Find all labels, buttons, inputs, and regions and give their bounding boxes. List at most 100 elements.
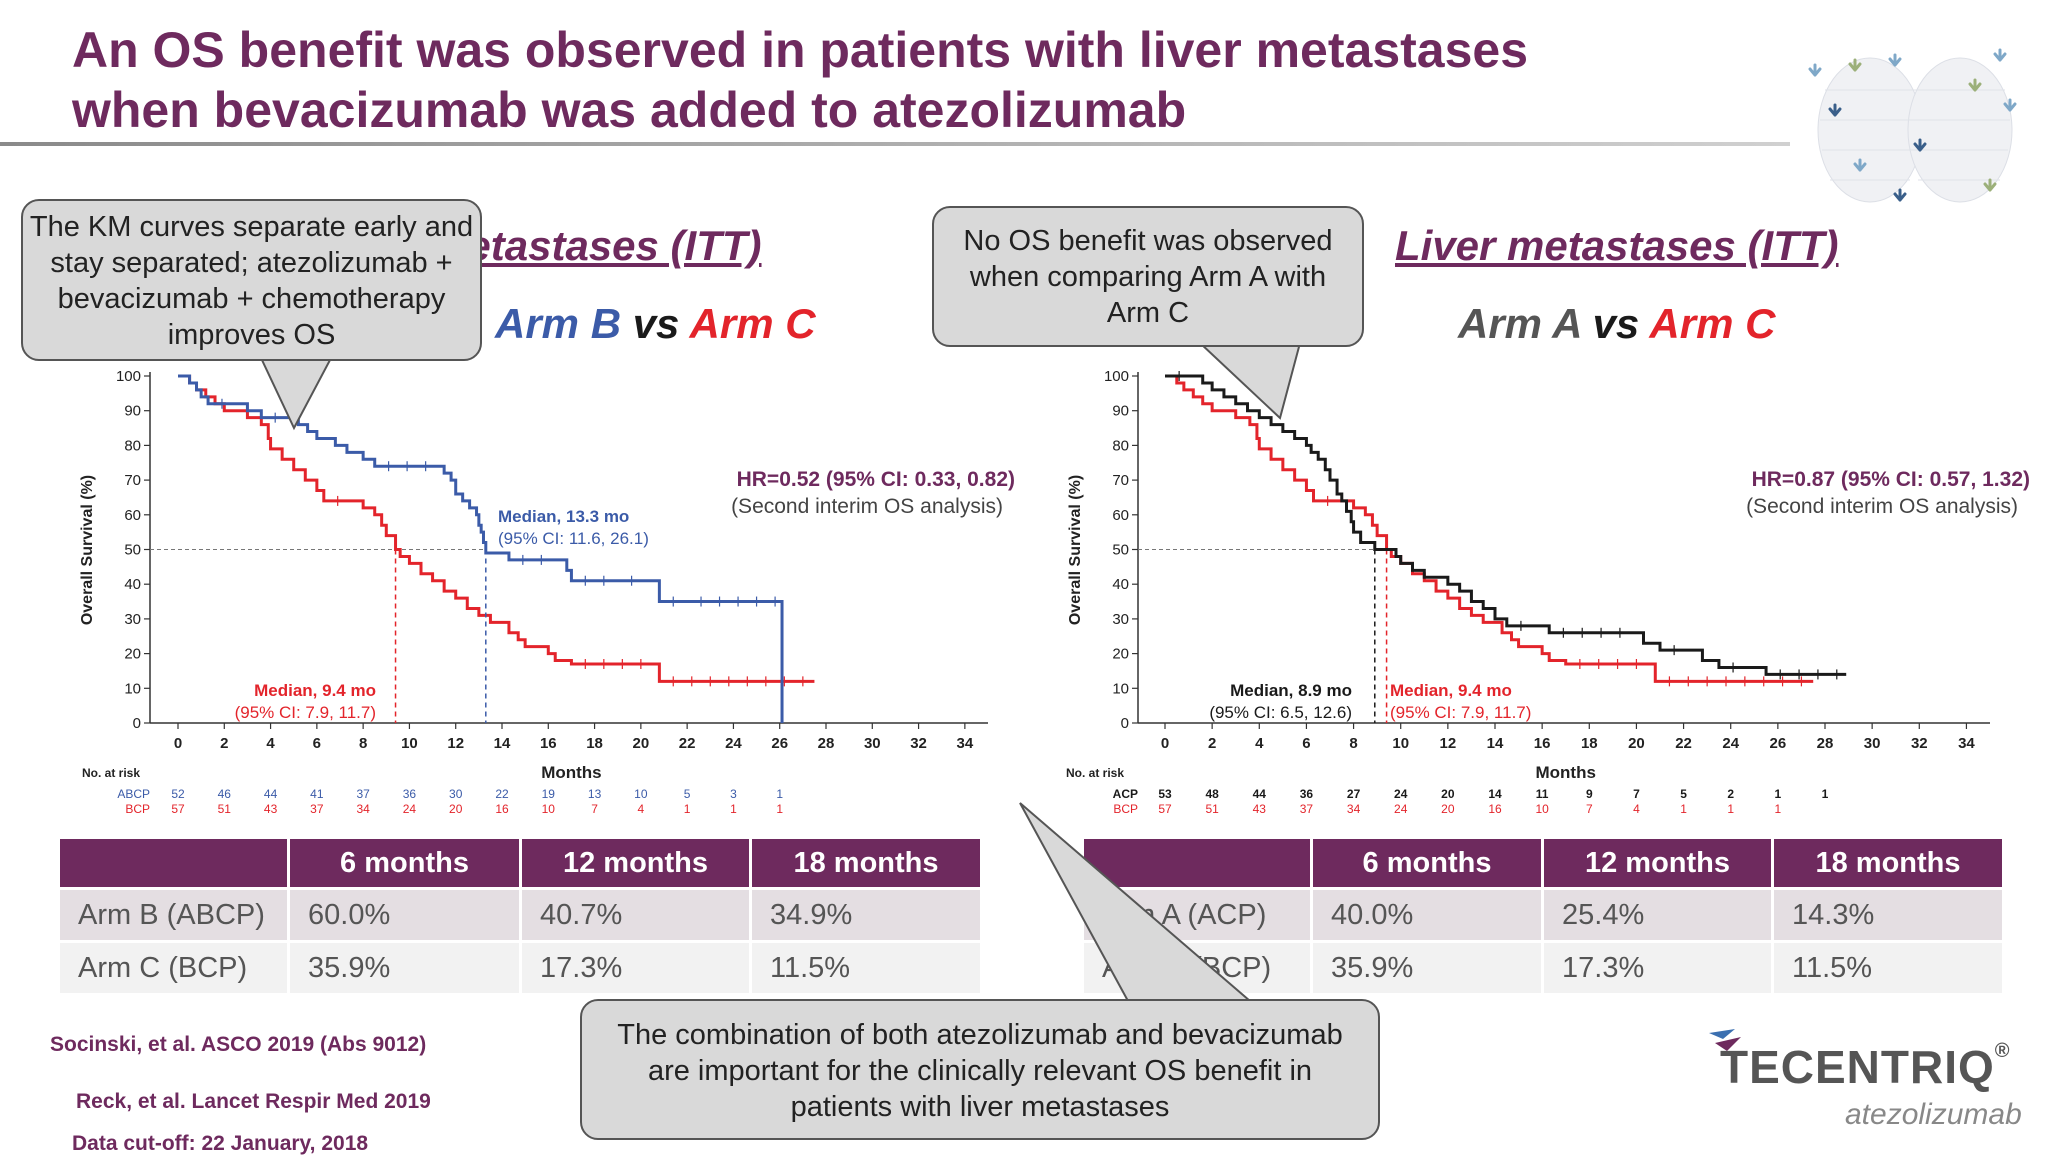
y-tick-label: 100 <box>116 368 141 385</box>
table-cell: 60.0% <box>290 890 519 940</box>
at-risk-value: 2 <box>1727 787 1734 801</box>
y-tick-label: 0 <box>1121 715 1129 732</box>
at-risk-value: 37 <box>356 787 370 801</box>
at-risk-value: 4 <box>1633 802 1640 816</box>
at-risk-value: 36 <box>403 787 417 801</box>
median-ci-label: (95% CI: 7.9, 11.7) <box>1390 703 1531 722</box>
at-risk-value: 7 <box>591 802 598 816</box>
right-arm-comparison: Arm A vs Arm C <box>1458 300 1775 348</box>
at-risk-value: 36 <box>1300 787 1314 801</box>
x-tick-label: 0 <box>174 735 182 752</box>
at-risk-value: 4 <box>638 802 645 816</box>
x-tick-label: 16 <box>1534 735 1551 752</box>
y-tick-label: 60 <box>124 507 141 524</box>
at-risk-value: 14 <box>1488 787 1502 801</box>
left-arm-first: Arm B <box>495 300 622 347</box>
at-risk-value: 41 <box>310 787 324 801</box>
median-label: Median, 9.4 mo <box>1390 681 1512 700</box>
x-tick-label: 18 <box>1581 735 1598 752</box>
x-tick-label: 34 <box>957 735 974 752</box>
lung-antibody-graphic <box>1808 48 2017 203</box>
at-risk-value: 13 <box>588 787 602 801</box>
table-header-cell: 18 months <box>1774 839 2002 887</box>
x-tick-label: 6 <box>313 735 321 752</box>
table-cell: 40.0% <box>1313 890 1541 940</box>
y-tick-label: 50 <box>1112 542 1129 559</box>
tecentriq-logo-generic: atezolizumab <box>1845 1098 2022 1131</box>
at-risk-value: 57 <box>171 802 185 816</box>
median-label: Median, 9.4 mo <box>254 681 376 700</box>
at-risk-value: 11 <box>1536 787 1549 801</box>
x-tick-label: 32 <box>1911 735 1928 752</box>
table-cell: 17.3% <box>1544 943 1771 993</box>
table-cell: 11.5% <box>752 943 980 993</box>
at-risk-value: 30 <box>449 787 463 801</box>
at-risk-value: 43 <box>264 802 278 816</box>
at-risk-value: 1 <box>776 787 783 801</box>
table-cell: 14.3% <box>1774 890 2002 940</box>
y-tick-label: 90 <box>1112 403 1129 420</box>
x-axis-label: Months <box>1535 763 1595 782</box>
right-vs: vs <box>1592 300 1640 347</box>
at-risk-value: 1 <box>1680 802 1687 816</box>
x-tick-label: 2 <box>220 735 228 752</box>
x-tick-label: 6 <box>1302 735 1310 752</box>
at-risk-value: 5 <box>684 787 691 801</box>
median-ci-label: (95% CI: 7.9, 11.7) <box>235 703 376 722</box>
x-tick-label: 8 <box>1349 735 1357 752</box>
y-tick-label: 20 <box>124 646 141 663</box>
y-tick-label: 30 <box>124 611 141 628</box>
median-label: Median, 8.9 mo <box>1230 681 1352 700</box>
table-header-cell: 6 months <box>1313 839 1541 887</box>
km-callout-pointer <box>260 359 332 431</box>
page-title: An OS benefit was observed in patients w… <box>72 20 1772 140</box>
at-risk-arm-label: BCP <box>125 802 150 816</box>
at-risk-value: 1 <box>684 802 691 816</box>
no-benefit-callout: No OS benefit was observed when comparin… <box>932 206 1364 347</box>
left-arm-comparison: Arm B vs Arm C <box>495 300 816 348</box>
x-tick-label: 10 <box>1392 735 1409 752</box>
at-risk-value: 51 <box>218 802 232 816</box>
at-risk-value: 1 <box>730 802 737 816</box>
at-risk-header: No. at risk <box>1066 766 1124 780</box>
table-cell: 11.5% <box>1774 943 2002 993</box>
at-risk-value: 1 <box>776 802 783 816</box>
km-curve-abcp <box>178 374 784 723</box>
x-tick-label: 24 <box>1722 735 1739 752</box>
title-line-1: An OS benefit was observed in patients w… <box>72 22 1529 78</box>
left-arm-second: Arm C <box>689 300 816 347</box>
table-row: Arm B (ABCP) 60.0% 40.7% 34.9% <box>60 890 980 940</box>
x-tick-label: 26 <box>771 735 788 752</box>
at-risk-value: 20 <box>449 802 463 816</box>
reference-reck: Reck, et al. Lancet Respir Med 2019 <box>76 1090 431 1113</box>
no-benefit-callout-pointer <box>1197 342 1302 420</box>
at-risk-value: 44 <box>1253 787 1267 801</box>
at-risk-value: 9 <box>1586 787 1593 801</box>
at-risk-value: 16 <box>1488 802 1502 816</box>
y-tick-label: 100 <box>1104 368 1129 385</box>
logo-registered: ® <box>1994 1040 2011 1062</box>
y-tick-label: 40 <box>124 576 141 593</box>
y-tick-label: 90 <box>124 403 141 420</box>
tecentriq-logo: TECENTRIQ® <box>1720 1040 2011 1094</box>
y-tick-label: 50 <box>124 542 141 559</box>
at-risk-value: 20 <box>1441 802 1455 816</box>
right-arm-first: Arm A <box>1458 300 1581 347</box>
landmark-table-right: 6 months 12 months 18 months Arm A (ACP)… <box>1081 836 2005 996</box>
at-risk-arm-label: ABCP <box>117 787 150 801</box>
at-risk-header: No. at risk <box>82 766 140 780</box>
at-risk-value: 10 <box>542 802 556 816</box>
table-row: Arm C (BCP) 35.9% 17.3% 11.5% <box>1084 943 2002 993</box>
x-tick-label: 32 <box>910 735 927 752</box>
reference-socinski: Socinski, et al. ASCO 2019 (Abs 9012) <box>50 1033 427 1056</box>
at-risk-value: 24 <box>1394 787 1408 801</box>
median-ci-label: (95% CI: 11.6, 26.1) <box>498 529 649 548</box>
left-vs: vs <box>632 300 680 347</box>
table-cell: 17.3% <box>522 943 749 993</box>
km-callout: The KM curves separate early and stay se… <box>21 199 482 361</box>
hazard-ratio-subtitle: (Second interim OS analysis) <box>731 495 1003 518</box>
at-risk-value: 48 <box>1205 787 1219 801</box>
x-tick-label: 26 <box>1770 735 1787 752</box>
x-tick-label: 24 <box>725 735 742 752</box>
y-tick-label: 60 <box>1112 507 1129 524</box>
